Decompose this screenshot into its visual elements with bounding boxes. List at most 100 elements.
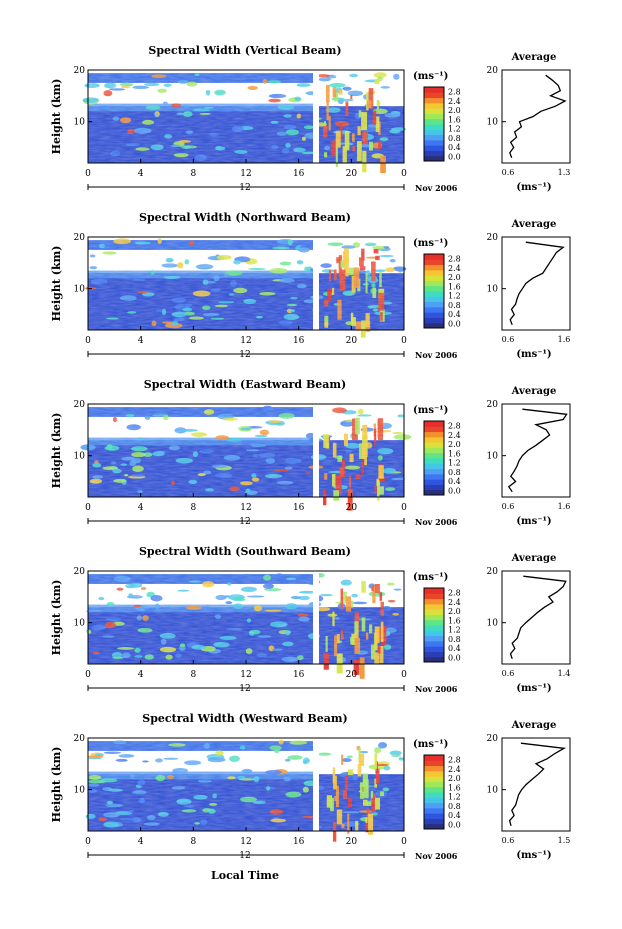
profile-x-tick-label: 0.6 — [502, 669, 515, 678]
x-tick-label: 16 — [293, 169, 305, 179]
profile-x-tick-label: 1.3 — [558, 168, 571, 177]
x-tick-label: 0 — [401, 670, 407, 680]
colorbar-swatch — [424, 776, 444, 782]
panel-2: Spectral Width (Northward Beam) 10 20 Heigh… — [50, 211, 571, 360]
profile-line — [508, 742, 567, 826]
y-axis-label: Height (km) — [50, 79, 63, 155]
profile-x-tick-label: 1.6 — [558, 335, 571, 344]
x-tick-label: 4 — [138, 169, 144, 179]
profile-x-unit: (ms⁻¹) — [516, 683, 551, 694]
colorbar-swatch — [424, 792, 444, 798]
colorbar-swatch — [424, 155, 444, 162]
colorbar-tick-label: 1.6 — [448, 449, 461, 458]
profile-y-tick-label: 20 — [487, 567, 499, 577]
panel-title: Spectral Width (Southward Beam) — [139, 545, 351, 558]
heatmap — [85, 237, 407, 338]
colorbar-swatch — [424, 463, 444, 470]
panel-3: Spectral Width (Eastward Beam) 10 20 Height… — [50, 378, 571, 527]
profile-x-unit: (ms⁻¹) — [516, 349, 551, 360]
colorbar-tick-label: 1.2 — [448, 292, 461, 301]
colorbar-swatch — [424, 802, 444, 809]
month-label: Nov 2006 — [415, 183, 458, 193]
colorbar-swatch — [424, 97, 444, 104]
y-tick-label: 20 — [74, 233, 86, 243]
colorbar-swatch — [424, 797, 444, 804]
heatmap-texture — [88, 571, 404, 664]
colorbar-swatch — [424, 306, 444, 313]
month-label: Nov 2006 — [415, 851, 458, 861]
x-tick-label: 12 — [240, 670, 251, 680]
colorbar-swatch — [424, 264, 444, 271]
profile-y-tick-label: 10 — [487, 285, 499, 295]
profile-x-unit: (ms⁻¹) — [516, 850, 551, 861]
x-tick-label: 0 — [401, 336, 407, 346]
x-tick-label: 20 — [346, 837, 358, 847]
month-label: Nov 2006 — [415, 684, 458, 694]
colorbar-swatch — [424, 259, 444, 266]
colorbar-swatch — [424, 442, 444, 448]
y-tick-label: 10 — [74, 118, 86, 128]
colorbar-tick-label: 2.4 — [448, 264, 461, 273]
y-tick-label: 10 — [74, 452, 86, 462]
profile-title: Average — [511, 52, 557, 63]
colorbar-tick-label: 2.4 — [448, 598, 461, 607]
panel-title: Spectral Width (Eastward Beam) — [144, 378, 346, 391]
colorbar-swatch — [424, 118, 444, 125]
colorbar-unit: (ms⁻¹) — [413, 71, 448, 82]
profile-frame — [501, 69, 571, 164]
x-tick-label: 0 — [85, 837, 91, 847]
profile-x-tick-label: 0.6 — [502, 335, 515, 344]
colorbar-swatch — [424, 280, 444, 287]
colorbar-swatch — [424, 145, 444, 151]
colorbar-tick-label: 2.8 — [448, 88, 461, 97]
colorbar-tick-label: 2.4 — [448, 97, 461, 106]
profile-y-tick-label: 10 — [487, 786, 499, 796]
colorbar-swatch — [424, 291, 444, 297]
colorbar-swatch — [424, 312, 444, 318]
colorbar-swatch — [424, 656, 444, 663]
y-axis-label: Height (km) — [50, 413, 63, 489]
x-tick-label: 16 — [293, 336, 305, 346]
x-tick-label: 20 — [346, 169, 358, 179]
colorbar-swatch — [424, 781, 444, 788]
profile-title: Average — [511, 553, 557, 564]
profile-frame — [501, 236, 571, 331]
colorbar-swatch — [424, 651, 444, 658]
colorbar-swatch — [424, 301, 444, 308]
x-tick-label: 16 — [293, 670, 305, 680]
colorbar-tick-label: 0.4 — [448, 811, 461, 820]
heatmap-cell — [353, 659, 360, 675]
colorbar-swatch — [424, 588, 444, 594]
colorbar-swatch — [424, 813, 444, 819]
colorbar-tick-label: 0.8 — [448, 134, 461, 143]
colorbar-tick-label: 1.6 — [448, 282, 461, 291]
colorbar-swatch — [424, 254, 444, 260]
y-tick-label: 10 — [74, 786, 86, 796]
colorbar-swatch — [424, 275, 444, 281]
profile-frame — [501, 403, 571, 498]
x-tick-label: 20 — [346, 670, 358, 680]
panel-title: Spectral Width (Vertical Beam) — [148, 44, 341, 57]
y-tick-label: 20 — [74, 66, 86, 76]
x-tick-label: 0 — [401, 169, 407, 179]
x-tick-label: 0 — [85, 670, 91, 680]
colorbar-tick-label: 1.2 — [448, 793, 461, 802]
colorbar-tick-label: 0.4 — [448, 310, 461, 319]
profile-line — [509, 241, 565, 326]
colorbar-tick-label: 2.8 — [448, 589, 461, 598]
colorbar-tick-label: 2.0 — [448, 273, 461, 282]
colorbar-swatch — [424, 269, 444, 276]
x-tick-label: 12 — [240, 169, 251, 179]
x-tick-label: 12 — [240, 336, 251, 346]
colorbar-tick-label: 0.0 — [448, 653, 461, 662]
colorbar-swatch — [424, 593, 444, 600]
colorbar-tick-label: 0.8 — [448, 635, 461, 644]
x-tick-label: 0 — [85, 336, 91, 346]
colorbar-swatch — [424, 598, 444, 605]
heatmap — [80, 404, 412, 511]
y-tick-label: 20 — [74, 567, 86, 577]
panel-5: Spectral Width (Westward Beam) 10 20 Height… — [50, 712, 571, 861]
panel-title: Spectral Width (Northward Beam) — [139, 211, 351, 224]
profile-line — [509, 575, 567, 660]
x-axis-label: Local Time — [211, 869, 279, 882]
